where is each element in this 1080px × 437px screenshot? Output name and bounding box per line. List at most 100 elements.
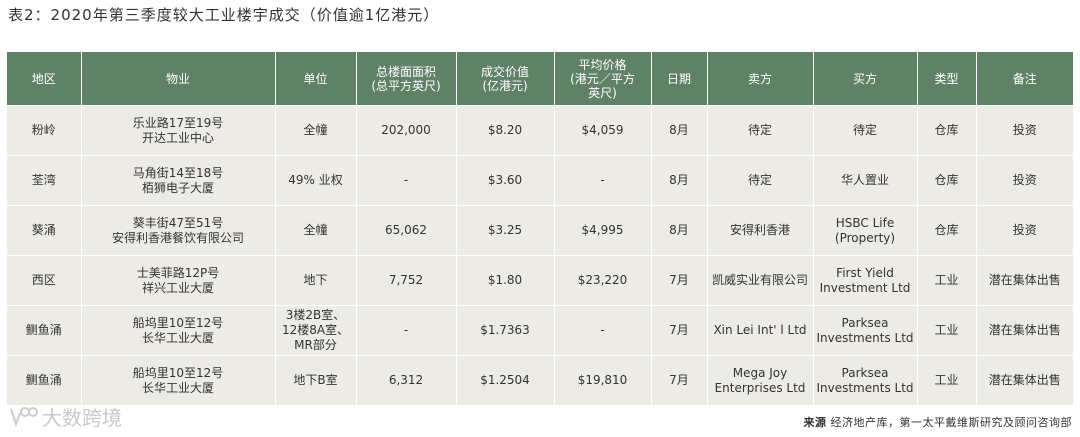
cell-seller: 凯威实业有限公司 bbox=[706, 255, 813, 306]
cell-text: 待定 bbox=[747, 123, 772, 137]
cell-text: 开达工业中心 bbox=[141, 130, 214, 145]
cell-property: 葵丰街47至51号 安得利香港餐饮有限公司 bbox=[80, 205, 275, 256]
cell-text: 全幢 bbox=[303, 223, 328, 237]
cell-remark: 潜在集体出售 bbox=[975, 255, 1073, 306]
cell-text: 船坞里10至12号 bbox=[132, 365, 224, 380]
cell-text: $4,059 bbox=[581, 123, 624, 137]
cell-text: $1.2504 bbox=[480, 373, 530, 387]
header-avg-price: 平均价格 (港元／平方 英尺) bbox=[553, 52, 651, 106]
header-buyer: 买方 bbox=[812, 52, 917, 106]
cell-text: 粉岭 bbox=[31, 123, 56, 137]
header-text: (港元／平方 bbox=[570, 71, 635, 86]
cell-gfa: 202,000 bbox=[355, 105, 456, 156]
header-value: 成交价值 (亿港元) bbox=[455, 52, 554, 106]
cell-buyer: First Yield Investment Ltd bbox=[812, 255, 917, 306]
cell-text: Enterprises Ltd bbox=[714, 380, 806, 395]
cell-seller: 待定 bbox=[706, 155, 813, 206]
cell-value: $1.7363 bbox=[455, 305, 554, 356]
cell-unit: 地下 bbox=[274, 255, 356, 306]
transactions-table-wrap: 地区 物业 单位 总楼面面积 (总平方英尺) 成交价值 (亿港元) 平均价格 (港元／平方 英尺)… bbox=[7, 52, 1073, 405]
cell-text: 投资 bbox=[1012, 123, 1037, 137]
table-header-row: 地区 物业 单位 总楼面面积 (总平方英尺) 成交价值 (亿港元) 平均价格 (港元／平方 英尺)… bbox=[7, 52, 1073, 106]
cell-text: 49% 业权 bbox=[288, 173, 343, 187]
cell-value: $8.20 bbox=[455, 105, 554, 156]
header-text: 卖方 bbox=[747, 71, 772, 86]
table-title: 表2：2020年第三季度较大工业楼宇成交（价值逾1亿港元） bbox=[8, 6, 440, 24]
cell-text: 投资 bbox=[1012, 173, 1037, 187]
cell-avg-price: - bbox=[553, 305, 651, 356]
header-text: 英尺) bbox=[588, 85, 617, 100]
cell-text: 8月 bbox=[669, 173, 689, 187]
cell-text: 待定 bbox=[747, 173, 772, 187]
source-label: 来源 bbox=[803, 416, 827, 429]
cell-date: 8月 bbox=[650, 155, 707, 206]
cell-text: 仓库 bbox=[934, 223, 959, 237]
cell-text: 潜在集体出售 bbox=[988, 373, 1061, 387]
cell-gfa: 7,752 bbox=[355, 255, 456, 306]
cell-property: 马角街14至18号 栢狮电子大厦 bbox=[80, 155, 275, 206]
cell-text: 7,752 bbox=[388, 273, 424, 287]
cell-type: 仓库 bbox=[916, 155, 976, 206]
cell-text: $1.7363 bbox=[480, 323, 530, 337]
table-row: 荃湾 马角街14至18号 栢狮电子大厦 49% 业权 - $3.60 - 8月 待定 华人置业 仓库… bbox=[7, 155, 1073, 206]
cell-buyer: 华人置业 bbox=[812, 155, 917, 206]
cell-text: 65,062 bbox=[385, 223, 427, 237]
cell-region: 鲗鱼涌 bbox=[7, 355, 81, 405]
source-text: 经济地产库，第一太平戴维斯研究及顾问咨询部 bbox=[830, 416, 1072, 429]
cell-date: 8月 bbox=[650, 205, 707, 256]
header-unit: 单位 bbox=[274, 52, 356, 106]
cell-buyer: HSBC Life (Property) bbox=[812, 205, 917, 256]
cell-text: 栢狮电子大厦 bbox=[141, 180, 214, 195]
cell-avg-price: $23,220 bbox=[553, 255, 651, 306]
cell-text: 船坞里10至12号 bbox=[132, 315, 224, 330]
cell-region: 葵涌 bbox=[7, 205, 81, 256]
header-text: 物业 bbox=[165, 71, 190, 86]
cell-text: 8月 bbox=[669, 123, 689, 137]
cell-text: $8.20 bbox=[487, 123, 523, 137]
cell-property: 乐业路17至19号 开达工业中心 bbox=[80, 105, 275, 156]
header-type: 类型 bbox=[916, 52, 976, 106]
cell-text: 7月 bbox=[669, 323, 689, 337]
cell-region: 荃湾 bbox=[7, 155, 81, 206]
cell-text: 华人置业 bbox=[840, 173, 889, 187]
cell-text: 6,312 bbox=[388, 373, 424, 387]
cell-remark: 投资 bbox=[975, 155, 1073, 206]
cell-text: 地下 bbox=[303, 273, 328, 287]
cell-remark: 潜在集体出售 bbox=[975, 355, 1073, 405]
source-note: 来源 经济地产库，第一太平戴维斯研究及顾问咨询部 bbox=[804, 414, 1073, 430]
cell-text: 潜在集体出售 bbox=[988, 323, 1061, 337]
cell-text: First Yield bbox=[836, 265, 894, 280]
cell-value: $3.25 bbox=[455, 205, 554, 256]
cell-text: 荃湾 bbox=[31, 173, 56, 187]
cell-text: 工业 bbox=[934, 373, 959, 387]
cell-text: 仓库 bbox=[934, 173, 959, 187]
cell-type: 工业 bbox=[916, 255, 976, 306]
cell-text: 葵丰街47至51号 bbox=[132, 215, 224, 230]
cell-gfa: - bbox=[355, 155, 456, 206]
cell-property: 船坞里10至12号 长华工业大厦 bbox=[80, 305, 275, 356]
cell-seller: 待定 bbox=[706, 105, 813, 156]
cell-text: $1.80 bbox=[487, 273, 523, 287]
cell-seller: Xin Lei Int' l Ltd bbox=[706, 305, 813, 356]
watermark: 大数跨境 bbox=[8, 402, 122, 430]
cell-text: 长华工业大厦 bbox=[141, 330, 214, 345]
cell-type: 仓库 bbox=[916, 205, 976, 256]
header-text: 单位 bbox=[303, 71, 328, 86]
cell-text: 3楼2B室、 bbox=[285, 308, 346, 322]
cell-text: - bbox=[600, 173, 605, 187]
header-gfa: 总楼面面积 (总平方英尺) bbox=[355, 52, 456, 106]
cell-text: Mega Joy bbox=[732, 365, 788, 380]
header-text: 成交价值 bbox=[480, 64, 529, 79]
table-row: 西区 士美菲路12P号 祥兴工业大厦 地下 7,752 $1.80 $23,220 7月 凯威实… bbox=[7, 255, 1073, 306]
cell-remark: 投资 bbox=[975, 105, 1073, 156]
cell-region: 粉岭 bbox=[7, 105, 81, 156]
cell-text: 12楼8A室、 bbox=[281, 323, 350, 337]
cell-text: 马角街14至18号 bbox=[132, 165, 224, 180]
table-row: 葵涌 葵丰街47至51号 安得利香港餐饮有限公司 全幢 65,062 $3.25 $4,99… bbox=[7, 205, 1073, 256]
cell-property: 船坞里10至12号 长华工业大厦 bbox=[80, 355, 275, 405]
header-text: 备注 bbox=[1012, 71, 1037, 86]
header-remark: 备注 bbox=[975, 52, 1073, 106]
header-text: 总楼面面积 bbox=[375, 64, 436, 79]
cell-avg-price: $4,059 bbox=[553, 105, 651, 156]
cell-gfa: 65,062 bbox=[355, 205, 456, 256]
